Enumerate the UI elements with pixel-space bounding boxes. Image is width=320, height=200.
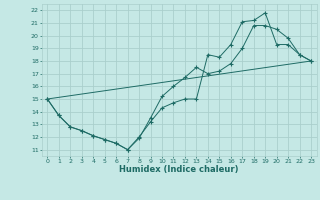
X-axis label: Humidex (Indice chaleur): Humidex (Indice chaleur) <box>119 165 239 174</box>
